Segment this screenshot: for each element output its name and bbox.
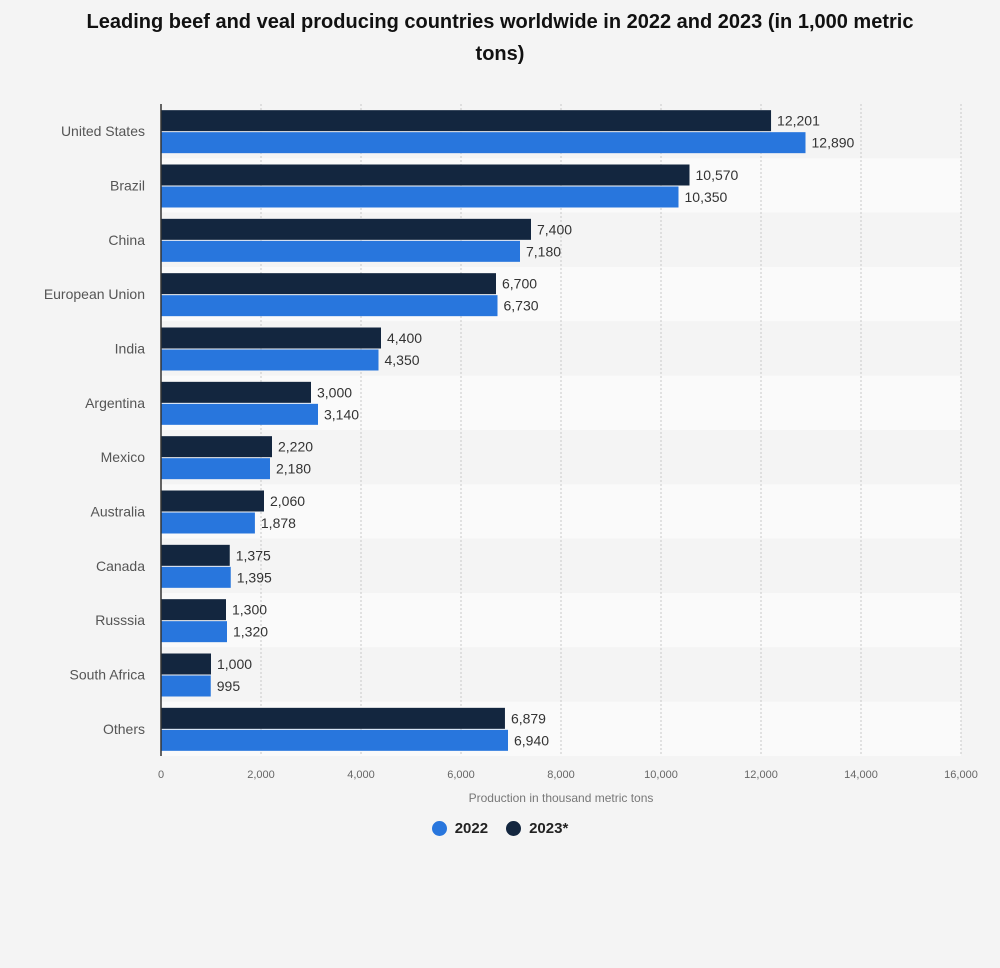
data-label: 1,878 <box>261 515 296 531</box>
data-label: 3,000 <box>317 384 352 400</box>
category-label: China <box>108 232 145 248</box>
category-label: Australia <box>91 504 146 520</box>
data-label: 12,890 <box>812 135 855 151</box>
data-label: 4,400 <box>387 330 422 346</box>
x-tick-label: 8,000 <box>547 769 575 781</box>
data-label: 12,201 <box>777 113 820 129</box>
legend-item-2023[interactable]: 2023* <box>506 820 568 837</box>
data-label: 1,395 <box>237 569 272 585</box>
data-label: 2,220 <box>278 439 313 455</box>
x-tick-label: 6,000 <box>447 769 475 781</box>
data-label: 6,879 <box>511 710 546 726</box>
bar[interactable] <box>161 381 311 403</box>
bar[interactable] <box>161 653 211 675</box>
bars: 12,201 12,890 10,570 10,350 7,400 7,180 6,700 6… <box>161 110 855 751</box>
bar[interactable] <box>161 327 381 349</box>
bar[interactable] <box>161 729 508 751</box>
x-tick-label: 4,000 <box>347 769 375 781</box>
data-label: 1,320 <box>233 624 268 640</box>
category-label: Mexico <box>101 449 146 465</box>
data-label: 1,000 <box>217 656 252 672</box>
legend-item-2022[interactable]: 2022 <box>431 820 489 837</box>
bar[interactable] <box>161 164 690 186</box>
bar[interactable] <box>161 490 264 512</box>
bar[interactable] <box>161 621 227 643</box>
x-axis-label: Production in thousand metric tons <box>469 791 654 805</box>
bar[interactable] <box>161 110 772 132</box>
bar[interactable] <box>161 512 255 534</box>
x-tick-label: 12,000 <box>744 769 778 781</box>
category-label: Brazil <box>110 178 145 194</box>
data-label: 2,180 <box>276 461 311 477</box>
bar[interactable] <box>161 349 379 371</box>
data-label: 1,375 <box>236 547 271 563</box>
bar[interactable] <box>161 240 520 262</box>
bar[interactable] <box>161 436 272 458</box>
x-tick-label: 16,000 <box>944 769 978 781</box>
data-label: 3,140 <box>324 406 359 422</box>
data-label: 1,300 <box>232 602 267 618</box>
category-label: Others <box>103 721 145 737</box>
bar[interactable] <box>161 295 498 317</box>
data-label: 6,730 <box>504 298 539 314</box>
category-label: Canada <box>96 558 145 574</box>
gridlines <box>260 104 962 756</box>
data-label: 2,060 <box>270 493 305 509</box>
category-label: United States <box>61 123 145 139</box>
data-label: 995 <box>217 678 241 694</box>
bar[interactable] <box>161 599 226 621</box>
x-tick-labels: 0 2,000 4,000 6,000 8,000 10,000 12,000 14,000 1… <box>158 769 978 781</box>
legend-label-2022: 2022 <box>454 820 489 837</box>
data-label: 6,700 <box>502 276 537 292</box>
x-tick-label: 14,000 <box>844 769 878 781</box>
bar[interactable] <box>161 273 496 295</box>
data-label: 10,570 <box>696 167 739 183</box>
bar[interactable] <box>161 403 318 425</box>
legend-marker-2023 <box>506 821 522 836</box>
category-label: Argentina <box>85 395 145 411</box>
category-label: European Union <box>44 286 145 302</box>
data-label: 10,350 <box>685 189 728 205</box>
legend-label-2023: 2023* <box>529 820 569 837</box>
data-label: 6,940 <box>514 732 549 748</box>
data-label: 7,180 <box>526 243 561 259</box>
bar[interactable] <box>161 544 230 566</box>
category-label: India <box>115 341 146 357</box>
category-label: Russsia <box>95 612 145 628</box>
bar[interactable] <box>161 186 679 208</box>
bar[interactable] <box>161 675 211 697</box>
category-labels: United States Brazil China European Union In… <box>44 123 145 737</box>
category-label: South Africa <box>70 667 146 683</box>
data-label: 4,350 <box>385 352 420 368</box>
data-label: 7,400 <box>537 221 572 237</box>
bar[interactable] <box>161 458 270 480</box>
bar[interactable] <box>161 566 231 588</box>
x-tick-label: 0 <box>158 769 164 781</box>
legend: 2022 2023* <box>0 820 1000 837</box>
chart-title: Leading beef and veal producing countrie… <box>86 11 914 65</box>
x-tick-label: 2,000 <box>247 769 275 781</box>
x-tick-label: 10,000 <box>644 769 678 781</box>
bar[interactable] <box>161 218 531 240</box>
bar[interactable] <box>161 132 806 154</box>
legend-marker-2022 <box>431 821 447 836</box>
bar[interactable] <box>161 707 505 729</box>
